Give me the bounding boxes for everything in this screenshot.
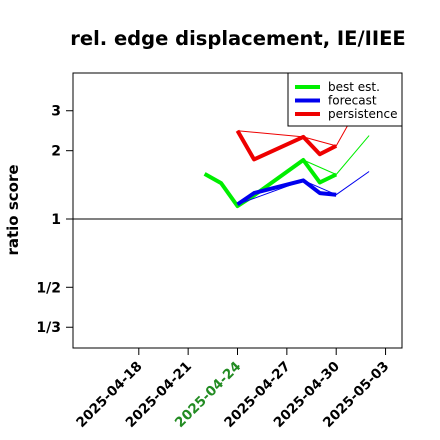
y-tick-label: 1/3 — [36, 320, 61, 336]
legend: best est. forecast persistence — [287, 72, 403, 127]
series-forecast-thin-line — [237, 171, 370, 205]
y-tick-label: 2 — [51, 144, 61, 160]
y-axis-label: ratio score — [4, 164, 22, 255]
y-tick-label: 3 — [51, 104, 61, 120]
x-axis: 2025-04-182025-04-212025-04-242025-04-27… — [73, 348, 392, 431]
y-axis: 3 2 1 1/2 1/3 — [36, 104, 73, 336]
legend-label-persistence: persistence — [328, 107, 397, 121]
series-forecast-thick-line — [236, 178, 337, 207]
series-persistence-thick-line — [235, 129, 338, 162]
chart-title: rel. edge displacement, IE/IIEE — [70, 27, 406, 50]
series-layer — [203, 87, 370, 209]
y-tick-label: 1 — [51, 212, 61, 228]
legend-label-best-est: best est. — [328, 80, 380, 94]
legend-label-forecast: forecast — [328, 94, 377, 108]
y-tick-label: 1/2 — [36, 280, 61, 296]
series-best-est-thick-line — [203, 158, 338, 209]
